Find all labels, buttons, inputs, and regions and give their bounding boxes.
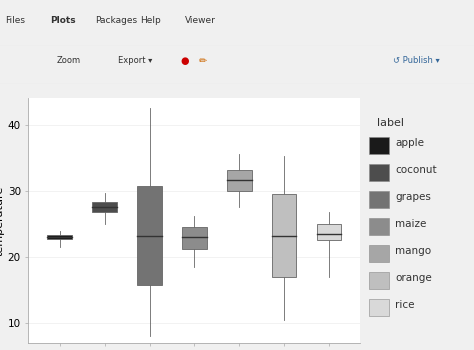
Text: apple: apple: [395, 139, 424, 148]
Text: Export ▾: Export ▾: [118, 56, 153, 65]
Bar: [92, 202, 117, 212]
Y-axis label: temperature: temperature: [0, 186, 5, 256]
Text: mango: mango: [395, 246, 431, 256]
Bar: [369, 137, 389, 154]
Bar: [369, 299, 389, 316]
Bar: [369, 191, 389, 208]
Text: label: label: [376, 118, 403, 128]
Text: Zoom: Zoom: [57, 56, 81, 65]
Bar: [227, 170, 252, 191]
Text: orange: orange: [395, 273, 432, 283]
Bar: [137, 186, 162, 285]
Text: grapes: grapes: [395, 193, 431, 202]
Text: ✏: ✏: [199, 56, 207, 66]
Bar: [369, 272, 389, 289]
Text: ↺ Publish ▾: ↺ Publish ▾: [393, 56, 440, 65]
Text: ●: ●: [180, 56, 189, 66]
Bar: [369, 245, 389, 262]
Text: Files: Files: [5, 16, 25, 25]
Bar: [272, 194, 296, 277]
Text: Packages: Packages: [95, 16, 137, 25]
Bar: [369, 218, 389, 235]
Text: Plots: Plots: [50, 16, 75, 25]
Bar: [317, 224, 341, 240]
Text: rice: rice: [395, 300, 415, 310]
Text: coconut: coconut: [395, 166, 437, 175]
Bar: [369, 164, 389, 181]
Text: Help: Help: [140, 16, 161, 25]
Bar: [47, 235, 72, 239]
Text: maize: maize: [395, 219, 427, 229]
Bar: [182, 227, 207, 249]
Text: Viewer: Viewer: [185, 16, 216, 25]
